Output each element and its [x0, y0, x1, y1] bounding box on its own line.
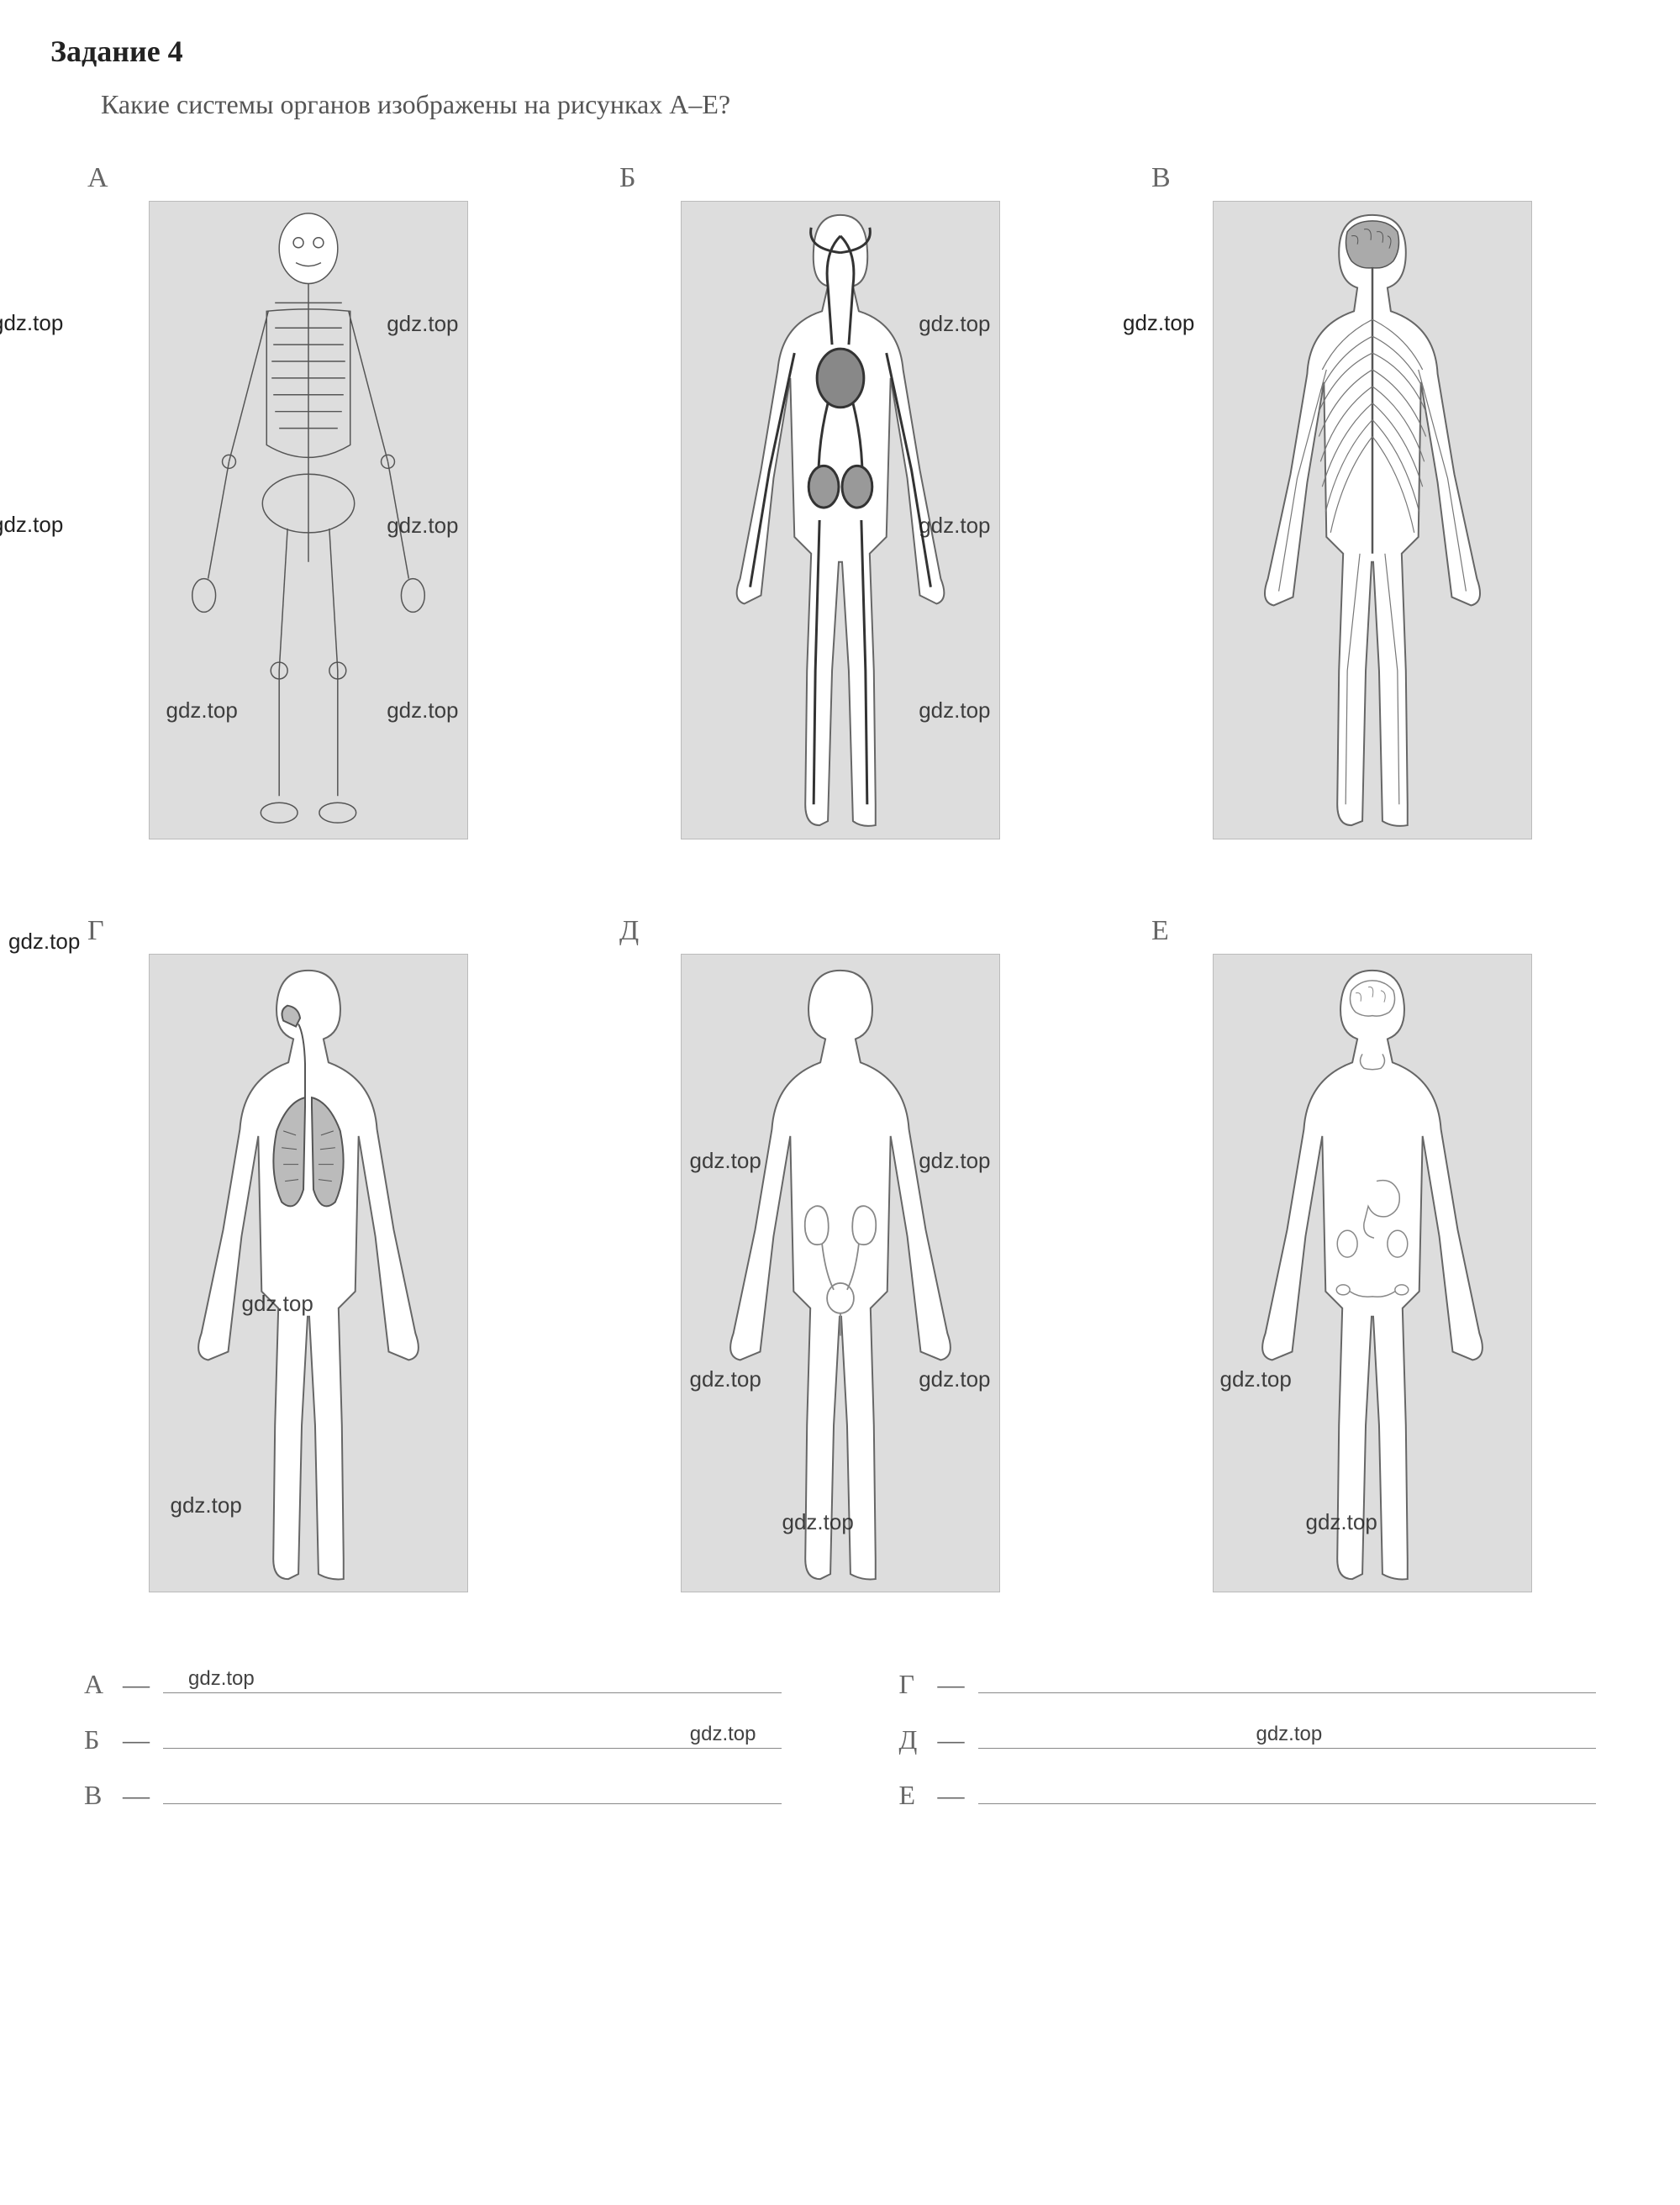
- figure-label-g: Г: [84, 915, 532, 947]
- answer-line-v[interactable]: [163, 1779, 782, 1804]
- dash: —: [938, 1724, 965, 1755]
- task-title: Задание 4: [50, 34, 1630, 69]
- figure-box-d: gdz.top gdz.top gdz.top gdz.top gdz.top: [681, 954, 1000, 1592]
- answer-row-a: А — gdz.top: [84, 1668, 782, 1700]
- circulatory-diagram: [682, 202, 999, 839]
- dash: —: [123, 1780, 150, 1811]
- answer-line-g[interactable]: [978, 1668, 1597, 1693]
- dash: —: [123, 1669, 150, 1700]
- figure-label-e: Е: [1148, 915, 1596, 947]
- figure-box-b: gdz.top gdz.top gdz.top: [681, 201, 1000, 839]
- answer-letter: Е: [899, 1780, 924, 1811]
- answer-line-a[interactable]: gdz.top: [163, 1668, 782, 1693]
- figure-v: В gdz.top: [1148, 162, 1596, 839]
- skeletal-diagram: [150, 202, 467, 839]
- answers-section: А — gdz.top Г — Б — gdz.top Д — gdz.top …: [50, 1668, 1630, 1811]
- watermark: gdz.top: [1123, 310, 1194, 336]
- answer-letter: В: [84, 1780, 109, 1811]
- figure-box-e: gdz.top gdz.top: [1213, 954, 1532, 1592]
- answer-letter: Б: [84, 1724, 109, 1755]
- answer-letter: А: [84, 1669, 109, 1700]
- answer-letter: Д: [899, 1724, 924, 1755]
- answer-row-d: Д — gdz.top: [899, 1723, 1597, 1755]
- answer-row-e: Е —: [899, 1779, 1597, 1811]
- watermark: gdz.top: [690, 1723, 756, 1746]
- figure-b: Б: [616, 162, 1064, 839]
- figure-label-d: Д: [616, 915, 1064, 947]
- figures-grid: А gdz.top gdz.top: [50, 162, 1630, 1592]
- figure-label-a: А: [84, 162, 532, 194]
- figure-box-v: [1213, 201, 1532, 839]
- figure-label-v: В: [1148, 162, 1596, 194]
- answer-letter: Г: [899, 1669, 924, 1700]
- task-question: Какие системы органов изображены на рису…: [50, 89, 1630, 120]
- watermark: gdz.top: [0, 512, 63, 538]
- respiratory-diagram: [150, 955, 467, 1592]
- figure-label-b: Б: [616, 162, 1064, 194]
- watermark: gdz.top: [1256, 1723, 1322, 1746]
- watermark: gdz.top: [0, 310, 63, 336]
- dash: —: [938, 1669, 965, 1700]
- answer-line-e[interactable]: [978, 1779, 1597, 1804]
- answer-row-v: В —: [84, 1779, 782, 1811]
- answer-line-d[interactable]: gdz.top: [978, 1723, 1597, 1749]
- watermark: gdz.top: [8, 929, 80, 955]
- figure-a: А gdz.top gdz.top: [84, 162, 532, 839]
- answer-row-b: Б — gdz.top: [84, 1723, 782, 1755]
- watermark: gdz.top: [188, 1667, 255, 1691]
- answer-line-b[interactable]: gdz.top: [163, 1723, 782, 1749]
- figure-box-a: gdz.top gdz.top gdz.top gdz.top: [149, 201, 468, 839]
- urinary-diagram: [682, 955, 999, 1592]
- figure-d: Д gdz.top gdz.top gdz.top g: [616, 915, 1064, 1592]
- figure-e: Е gdz.top: [1148, 915, 1596, 1592]
- endocrine-diagram: [1214, 955, 1531, 1592]
- nervous-diagram: [1214, 202, 1531, 839]
- dash: —: [123, 1724, 150, 1755]
- answer-row-g: Г —: [899, 1668, 1597, 1700]
- figure-g: Г gdz.top gdz.top gdz.top: [84, 915, 532, 1592]
- figure-box-g: gdz.top gdz.top: [149, 954, 468, 1592]
- dash: —: [938, 1780, 965, 1811]
